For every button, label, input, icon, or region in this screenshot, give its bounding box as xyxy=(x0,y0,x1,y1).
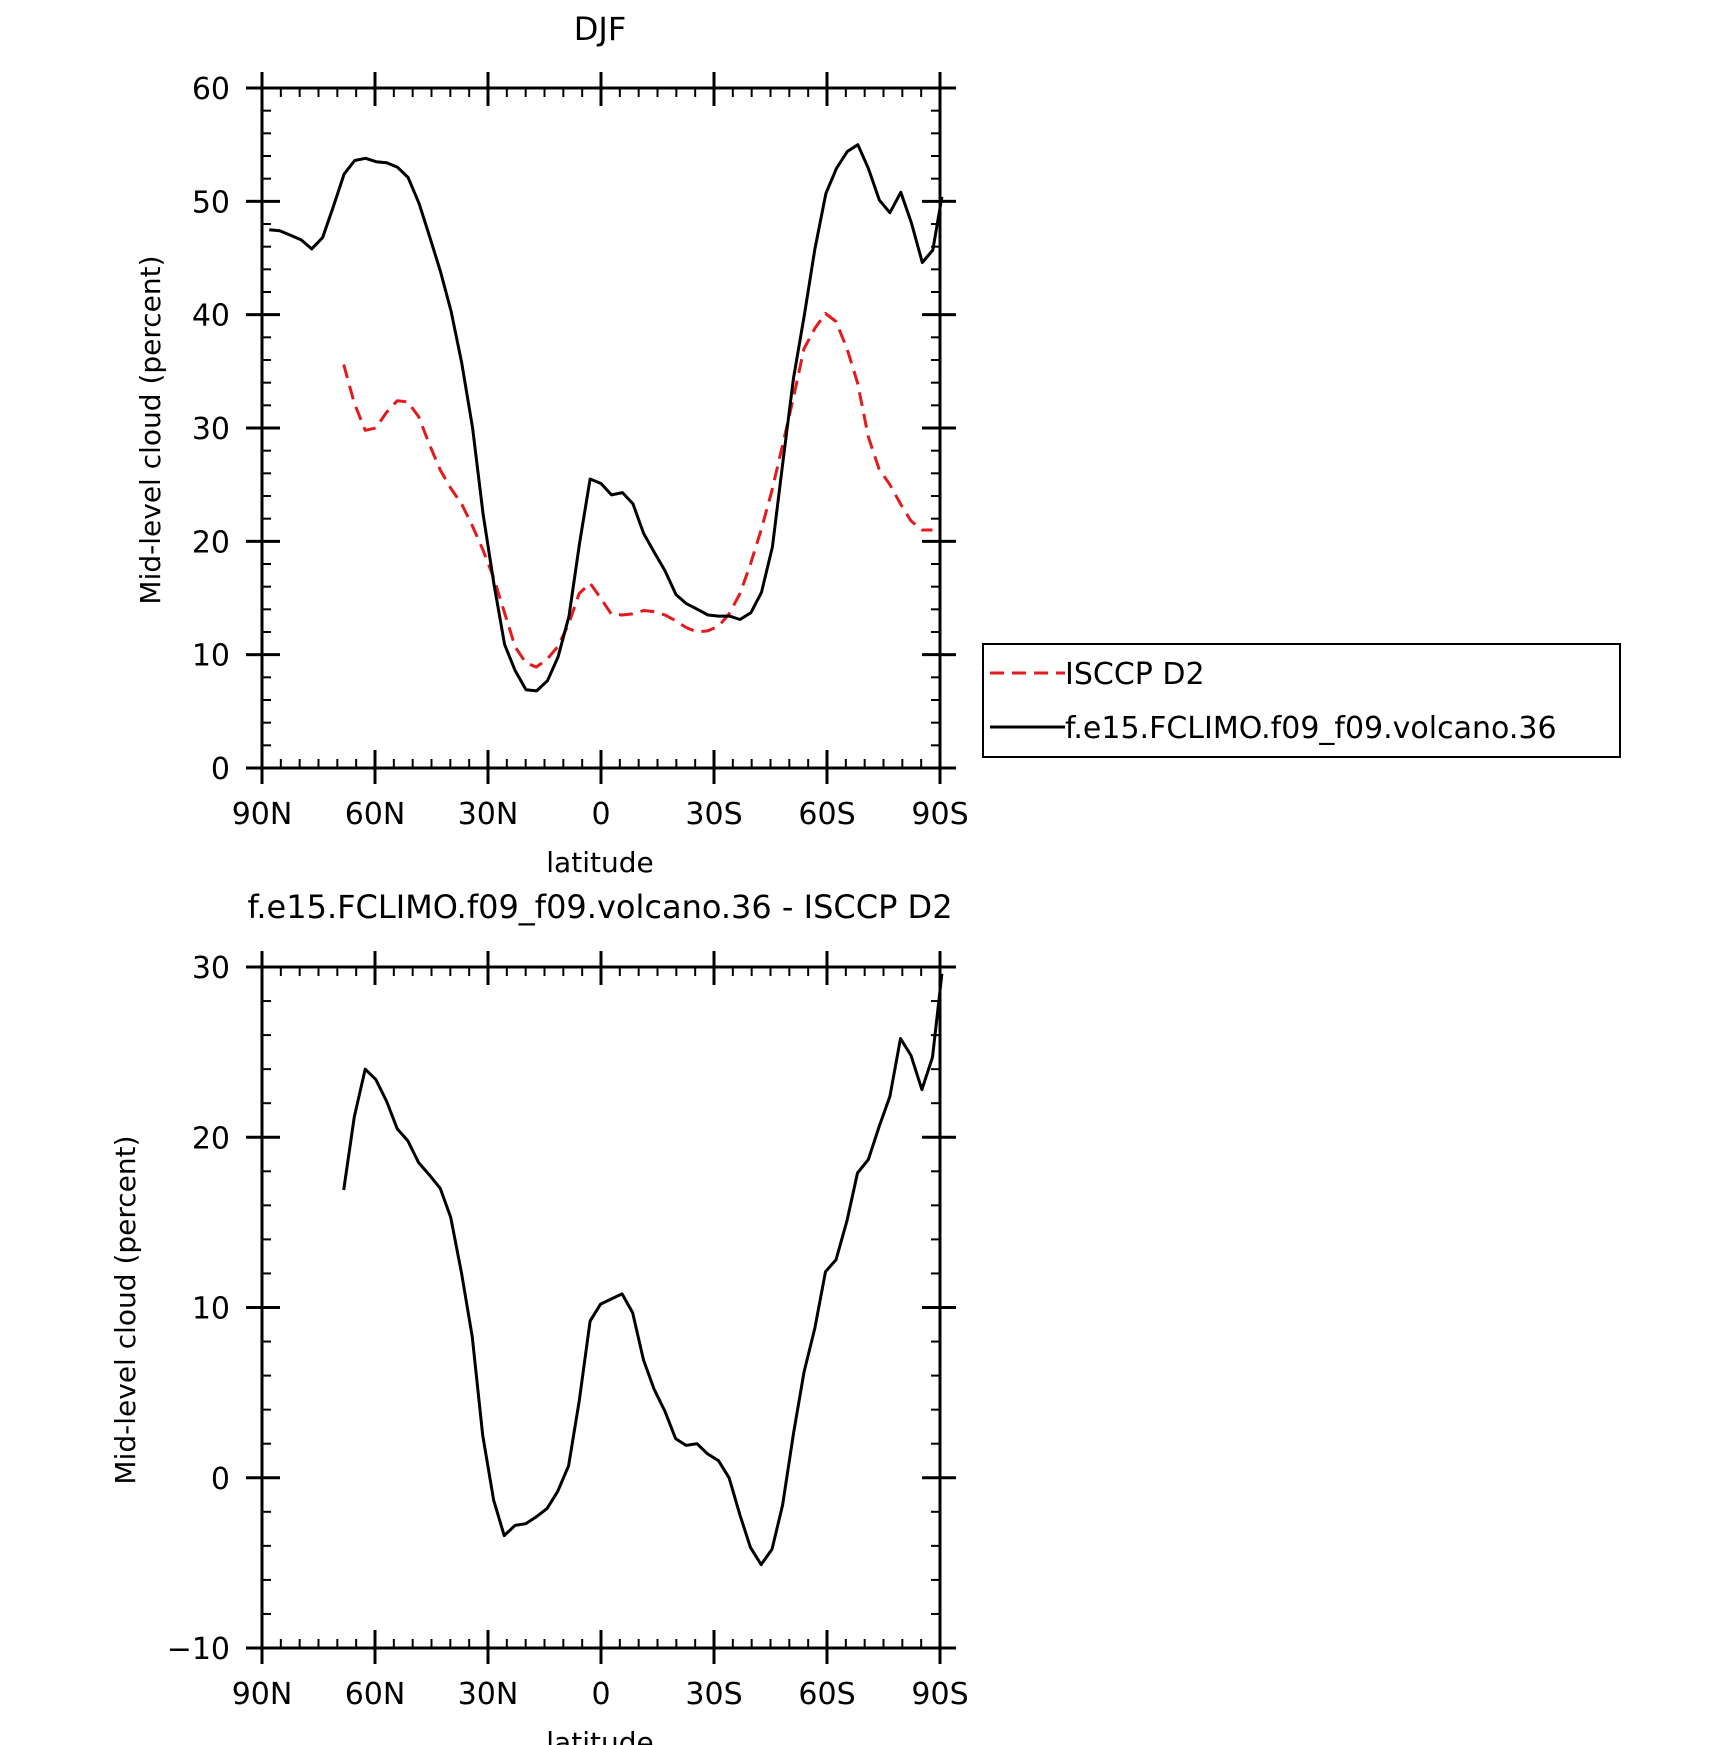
bottom-y-tick-label: 10 xyxy=(192,1292,230,1327)
bottom-x-tick-label: 90N xyxy=(232,1677,293,1712)
top-x-tick-label: 90N xyxy=(232,797,293,832)
top-y-tick-label: 50 xyxy=(192,185,230,220)
top-y-tick-label: 20 xyxy=(192,525,230,560)
top-x-tick-label: 0 xyxy=(591,797,610,832)
top-x-tick-label: 60N xyxy=(345,797,406,832)
bottom-series-line xyxy=(342,973,944,1567)
top-y-tick-labels: 0 10 20 30 40 50 60 xyxy=(192,72,230,787)
top-series-0-line xyxy=(342,312,933,669)
bottom-axis-ticks xyxy=(246,951,956,1664)
top-y-tick-label: 0 xyxy=(211,752,230,787)
bottom-x-tick-label: 30N xyxy=(458,1677,519,1712)
legend-label-isccp: ISCCP D2 xyxy=(1065,657,1205,692)
top-y-tick-label: 40 xyxy=(192,299,230,334)
legend-box xyxy=(982,643,1621,758)
bottom-x-tick-label: 60N xyxy=(345,1677,406,1712)
bottom-y-axis-label: Mid-level cloud (percent) xyxy=(109,1135,142,1484)
bottom-y-tick-label: 0 xyxy=(211,1462,230,1497)
top-series-1-line xyxy=(269,143,944,693)
bottom-y-tick-labels: −10 0 10 20 30 xyxy=(167,951,230,1667)
legend: ISCCP D2 f.e15.FCLIMO.f09_f09.volcano.36 xyxy=(982,643,1621,758)
top-y-axis-label: Mid-level cloud (percent) xyxy=(134,255,167,604)
top-x-axis-label: latitude xyxy=(546,846,653,879)
bottom-x-tick-labels: 90N 60N 30N 0 30S 60S 90S xyxy=(232,1677,969,1712)
bottom-x-axis-label: latitude xyxy=(546,1726,653,1745)
top-x-tick-labels: 90N 60N 30N 0 30S 60S 90S xyxy=(232,797,969,832)
bottom-x-tick-label: 0 xyxy=(591,1677,610,1712)
top-chart-title: DJF xyxy=(574,10,626,48)
bottom-x-tick-label: 90S xyxy=(911,1677,968,1712)
bottom-x-tick-label: 30S xyxy=(685,1677,742,1712)
top-y-tick-label: 60 xyxy=(192,72,230,107)
bottom-panel: f.e15.FCLIMO.f09_f09.volcano.36 - ISCCP … xyxy=(109,888,969,1745)
bottom-chart-title: f.e15.FCLIMO.f09_f09.volcano.36 - ISCCP … xyxy=(247,888,952,926)
top-panel: DJF 90N 60N 30N 0 30S 60S 90S 0 10 20 30 40 50 60 la… xyxy=(134,10,969,879)
bottom-series-0-line xyxy=(342,973,944,1567)
top-axis-ticks xyxy=(246,72,956,784)
top-series-lines xyxy=(269,143,944,693)
bottom-y-tick-label: 20 xyxy=(192,1121,230,1156)
bottom-y-tick-label: −10 xyxy=(167,1632,230,1667)
top-x-tick-label: 90S xyxy=(911,797,968,832)
top-x-tick-label: 30S xyxy=(685,797,742,832)
top-x-tick-label: 30N xyxy=(458,797,519,832)
bottom-x-tick-label: 60S xyxy=(798,1677,855,1712)
bottom-y-tick-label: 30 xyxy=(192,951,230,986)
top-y-tick-label: 30 xyxy=(192,412,230,447)
top-y-tick-label: 10 xyxy=(192,639,230,674)
top-x-tick-label: 60S xyxy=(798,797,855,832)
legend-label-model: f.e15.FCLIMO.f09_f09.volcano.36 xyxy=(1065,711,1557,746)
